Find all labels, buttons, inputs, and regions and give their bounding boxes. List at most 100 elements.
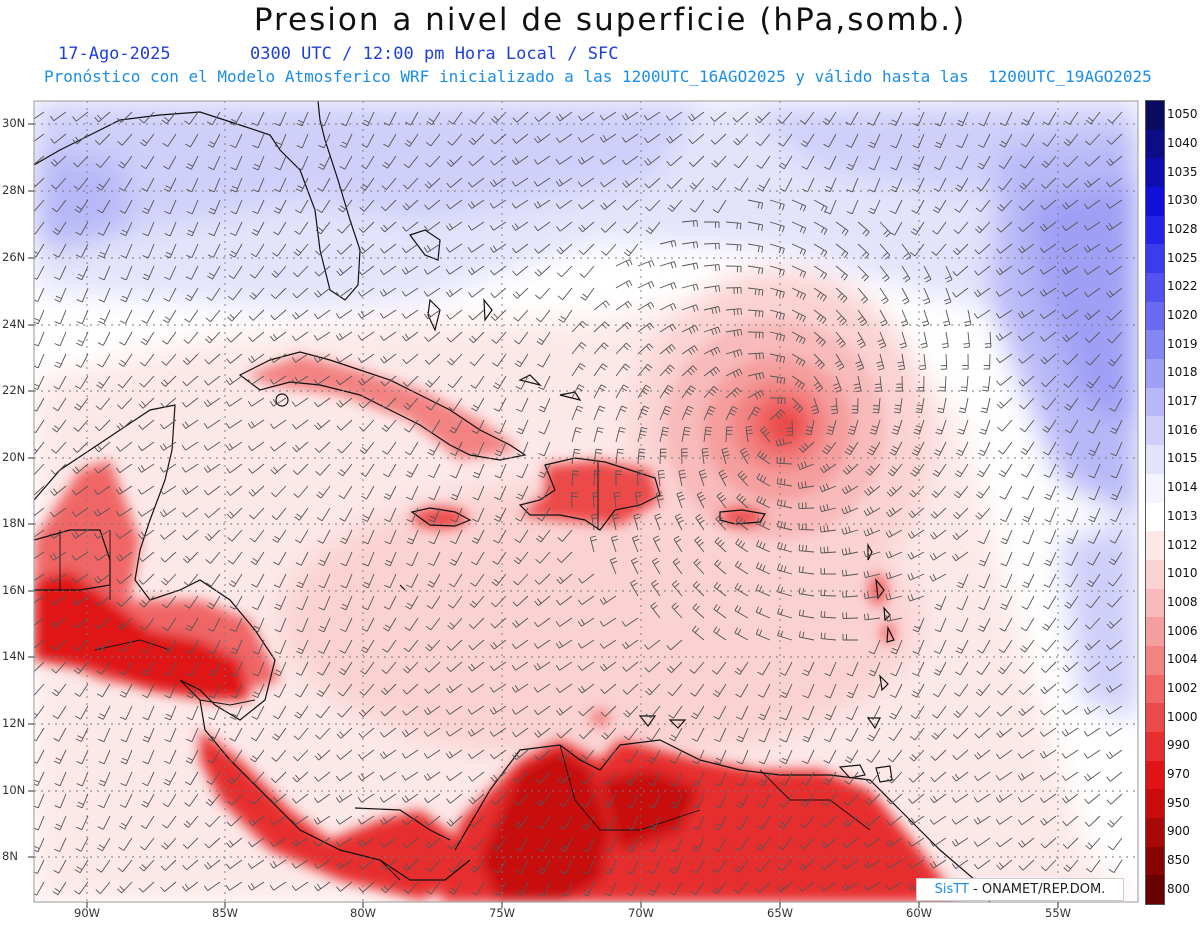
wind-barb	[72, 155, 89, 168]
wind-barb	[1040, 177, 1057, 189]
wind-barb	[954, 463, 969, 478]
legend-swatch	[1146, 846, 1164, 876]
wind-barb	[887, 771, 903, 784]
wind-barb	[535, 771, 551, 784]
wind-barb	[1083, 749, 1101, 759]
wind-barb	[842, 463, 859, 475]
wind-barb	[423, 287, 441, 297]
wind-barb	[424, 815, 441, 826]
wind-barb	[335, 331, 353, 341]
wind-barb	[52, 397, 67, 412]
wind-barb	[313, 331, 331, 341]
wind-barb	[560, 881, 573, 897]
wind-barb	[337, 221, 353, 234]
wind-barb	[1018, 353, 1035, 364]
wind-barb	[714, 559, 727, 575]
wind-barb	[468, 815, 485, 828]
wind-barb	[380, 397, 397, 410]
wind-barb	[659, 261, 677, 269]
wind-barb	[1062, 661, 1079, 673]
wind-barb	[669, 727, 683, 742]
wind-barb	[1107, 331, 1123, 344]
wind-barb	[538, 881, 551, 897]
wind-barb	[34, 617, 45, 626]
lat-label: 16N	[2, 583, 26, 597]
wind-barb	[747, 372, 765, 381]
wind-barb	[96, 199, 111, 214]
wind-barb	[952, 749, 969, 761]
wind-barb	[536, 507, 551, 522]
wind-barb	[798, 609, 815, 619]
wind-barb	[1106, 155, 1123, 166]
wind-barb	[769, 353, 786, 364]
wind-barb	[820, 632, 837, 641]
wind-barb	[470, 573, 485, 587]
wind-barb	[54, 331, 67, 347]
wind-barb	[360, 639, 375, 654]
wind-barb	[468, 793, 485, 805]
wind-barb	[34, 485, 45, 496]
wind-barb	[383, 111, 397, 126]
wind-barb	[292, 309, 309, 320]
wind-barb	[846, 705, 859, 721]
wind-barb	[115, 485, 133, 495]
wind-barb	[659, 448, 667, 465]
wind-barb	[779, 793, 793, 808]
wind-barb	[516, 397, 529, 413]
wind-barb	[489, 221, 507, 231]
wind-barb	[119, 309, 133, 324]
wind-barb	[747, 221, 764, 231]
wind-barb	[887, 749, 903, 763]
wind-barb	[1106, 617, 1123, 629]
wind-barb	[97, 221, 111, 236]
wind-barb	[824, 661, 837, 677]
wind-barb	[205, 309, 221, 323]
wind-barb	[163, 639, 177, 654]
wind-barb	[995, 331, 1013, 341]
wind-barb	[533, 683, 551, 693]
legend-swatch	[1146, 158, 1164, 188]
wind-barb	[137, 485, 155, 495]
wind-barb	[612, 513, 620, 531]
wind-barb	[692, 749, 705, 765]
wind-barb	[335, 375, 353, 386]
lon-label: 55W	[1045, 906, 1072, 920]
wind-barb	[973, 815, 991, 825]
wind-barb	[556, 705, 573, 716]
wind-barb	[907, 573, 925, 581]
wind-barb	[747, 406, 761, 421]
wind-barb	[164, 749, 177, 765]
wind-barb	[982, 375, 991, 392]
wind-barb	[470, 551, 485, 566]
wind-barb	[580, 287, 595, 301]
wind-barb	[247, 441, 265, 452]
wind-barb	[425, 881, 441, 895]
wind-barb	[615, 384, 629, 399]
wind-barb	[769, 287, 785, 299]
wind-barb	[1018, 243, 1035, 254]
wind-barb	[490, 639, 507, 650]
wind-barb	[725, 387, 742, 399]
wind-barb	[593, 300, 610, 311]
wind-barb	[1039, 243, 1057, 253]
wind-barb	[118, 661, 133, 676]
wind-barb	[973, 287, 991, 298]
wind-barb	[534, 243, 551, 254]
wind-barb	[160, 529, 177, 540]
wind-barb	[1040, 199, 1057, 211]
wind-barb	[615, 301, 633, 311]
wind-barb	[1063, 859, 1079, 872]
wind-barb	[714, 749, 727, 765]
wind-barb	[361, 133, 375, 148]
wind-barb	[1021, 111, 1035, 126]
wind-barb	[184, 287, 199, 302]
wind-barb	[230, 661, 243, 677]
wind-barb	[813, 331, 826, 347]
wind-barb	[358, 375, 375, 386]
wind-barb	[207, 243, 221, 258]
wind-barb	[978, 595, 991, 611]
wind-barb	[401, 309, 419, 319]
wind-barb	[725, 308, 742, 316]
wind-barb	[447, 837, 463, 850]
wind-barb	[447, 859, 463, 873]
